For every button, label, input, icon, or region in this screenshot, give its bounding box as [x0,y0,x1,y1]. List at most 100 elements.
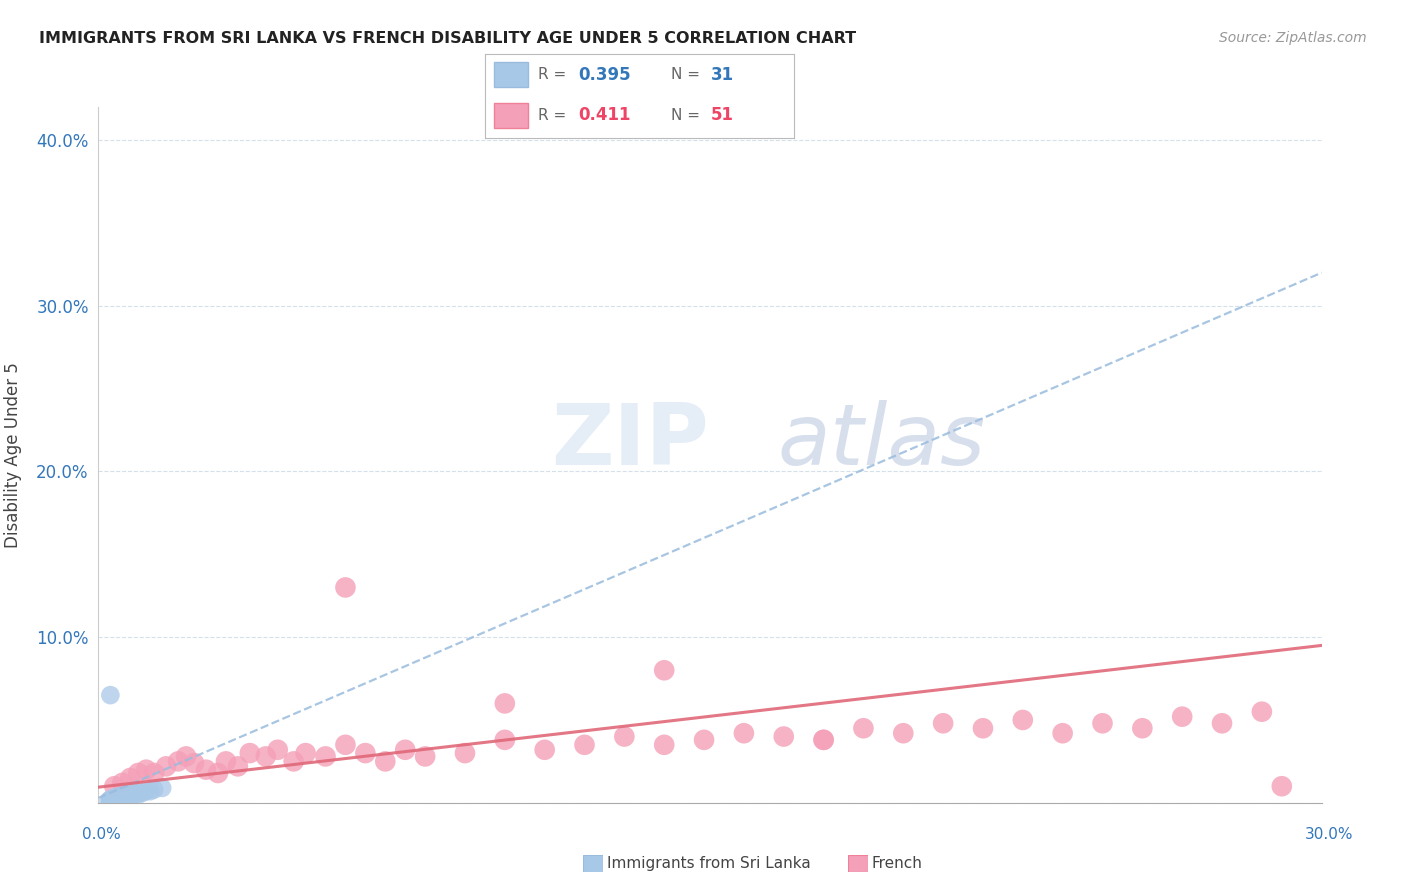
Text: 31: 31 [711,66,734,84]
Point [1250,705,1272,719]
FancyBboxPatch shape [495,103,529,128]
Point [294,746,316,760]
Point [891,726,914,740]
Text: 0.395: 0.395 [578,66,630,84]
Point [813,732,835,747]
Point [1171,709,1194,723]
Point [124,786,146,800]
Point [1052,726,1074,740]
Text: 0.0%: 0.0% [82,827,121,841]
Point [143,782,166,797]
Point [120,771,142,785]
Point [115,790,138,805]
Point [107,789,129,804]
Point [215,755,238,769]
Point [131,786,153,800]
Point [652,738,675,752]
Point [1130,721,1153,735]
Point [143,766,166,780]
Text: 0.411: 0.411 [578,106,630,124]
Point [932,716,955,731]
Point [613,730,636,744]
Point [111,790,134,805]
Point [454,746,477,760]
Point [100,792,122,806]
Point [574,738,596,752]
Point [772,730,794,744]
Point [100,794,122,808]
Point [1011,713,1033,727]
Text: N =: N = [671,67,704,82]
Point [533,743,555,757]
Point [183,756,205,770]
Text: atlas: atlas [778,400,986,483]
Point [100,688,122,702]
Point [254,749,277,764]
Point [394,743,416,757]
Point [315,749,337,764]
Point [226,759,249,773]
Point [335,581,357,595]
Point [494,697,516,711]
Point [1211,716,1233,731]
Y-axis label: Disability Age Under 5: Disability Age Under 5 [4,362,22,548]
Point [733,726,755,740]
Text: IMMIGRANTS FROM SRI LANKA VS FRENCH DISABILITY AGE UNDER 5 CORRELATION CHART: IMMIGRANTS FROM SRI LANKA VS FRENCH DISA… [39,31,856,46]
Point [103,792,125,806]
Point [97,794,120,808]
Point [127,766,149,780]
Point [693,732,716,747]
Point [195,763,218,777]
Text: Source: ZipAtlas.com: Source: ZipAtlas.com [1219,31,1367,45]
Point [207,766,229,780]
Point [107,792,129,806]
FancyBboxPatch shape [495,62,529,87]
Text: Immigrants from Sri Lanka: Immigrants from Sri Lanka [607,856,811,871]
Point [167,755,190,769]
Point [283,755,305,769]
Text: French: French [872,856,922,871]
Point [139,784,162,798]
Point [135,784,157,798]
Point [120,788,142,802]
Point [174,749,197,764]
Point [335,738,357,752]
Point [1091,716,1114,731]
Point [1271,779,1294,793]
Point [155,759,177,773]
Point [852,721,875,735]
Point [111,776,134,790]
Text: R =: R = [537,67,571,82]
Point [103,779,125,793]
Point [127,786,149,800]
Point [267,743,290,757]
Point [135,763,157,777]
Point [127,788,149,802]
Point [413,749,436,764]
Point [652,663,675,677]
Point [813,732,835,747]
Point [972,721,994,735]
Point [111,789,134,804]
Text: 30.0%: 30.0% [1305,827,1353,841]
Text: N =: N = [671,108,704,123]
Point [115,788,138,802]
Point [239,746,262,760]
Text: 51: 51 [711,106,734,124]
Point [100,792,122,806]
Point [494,732,516,747]
Point [111,790,134,805]
Point [103,794,125,808]
Point [354,746,377,760]
Point [103,790,125,805]
Point [107,790,129,805]
Point [120,789,142,804]
Point [115,789,138,804]
Point [107,790,129,805]
Point [374,755,396,769]
Text: R =: R = [537,108,571,123]
Point [103,790,125,805]
Point [150,780,173,795]
Point [101,792,124,806]
Text: ZIP: ZIP [551,400,709,483]
